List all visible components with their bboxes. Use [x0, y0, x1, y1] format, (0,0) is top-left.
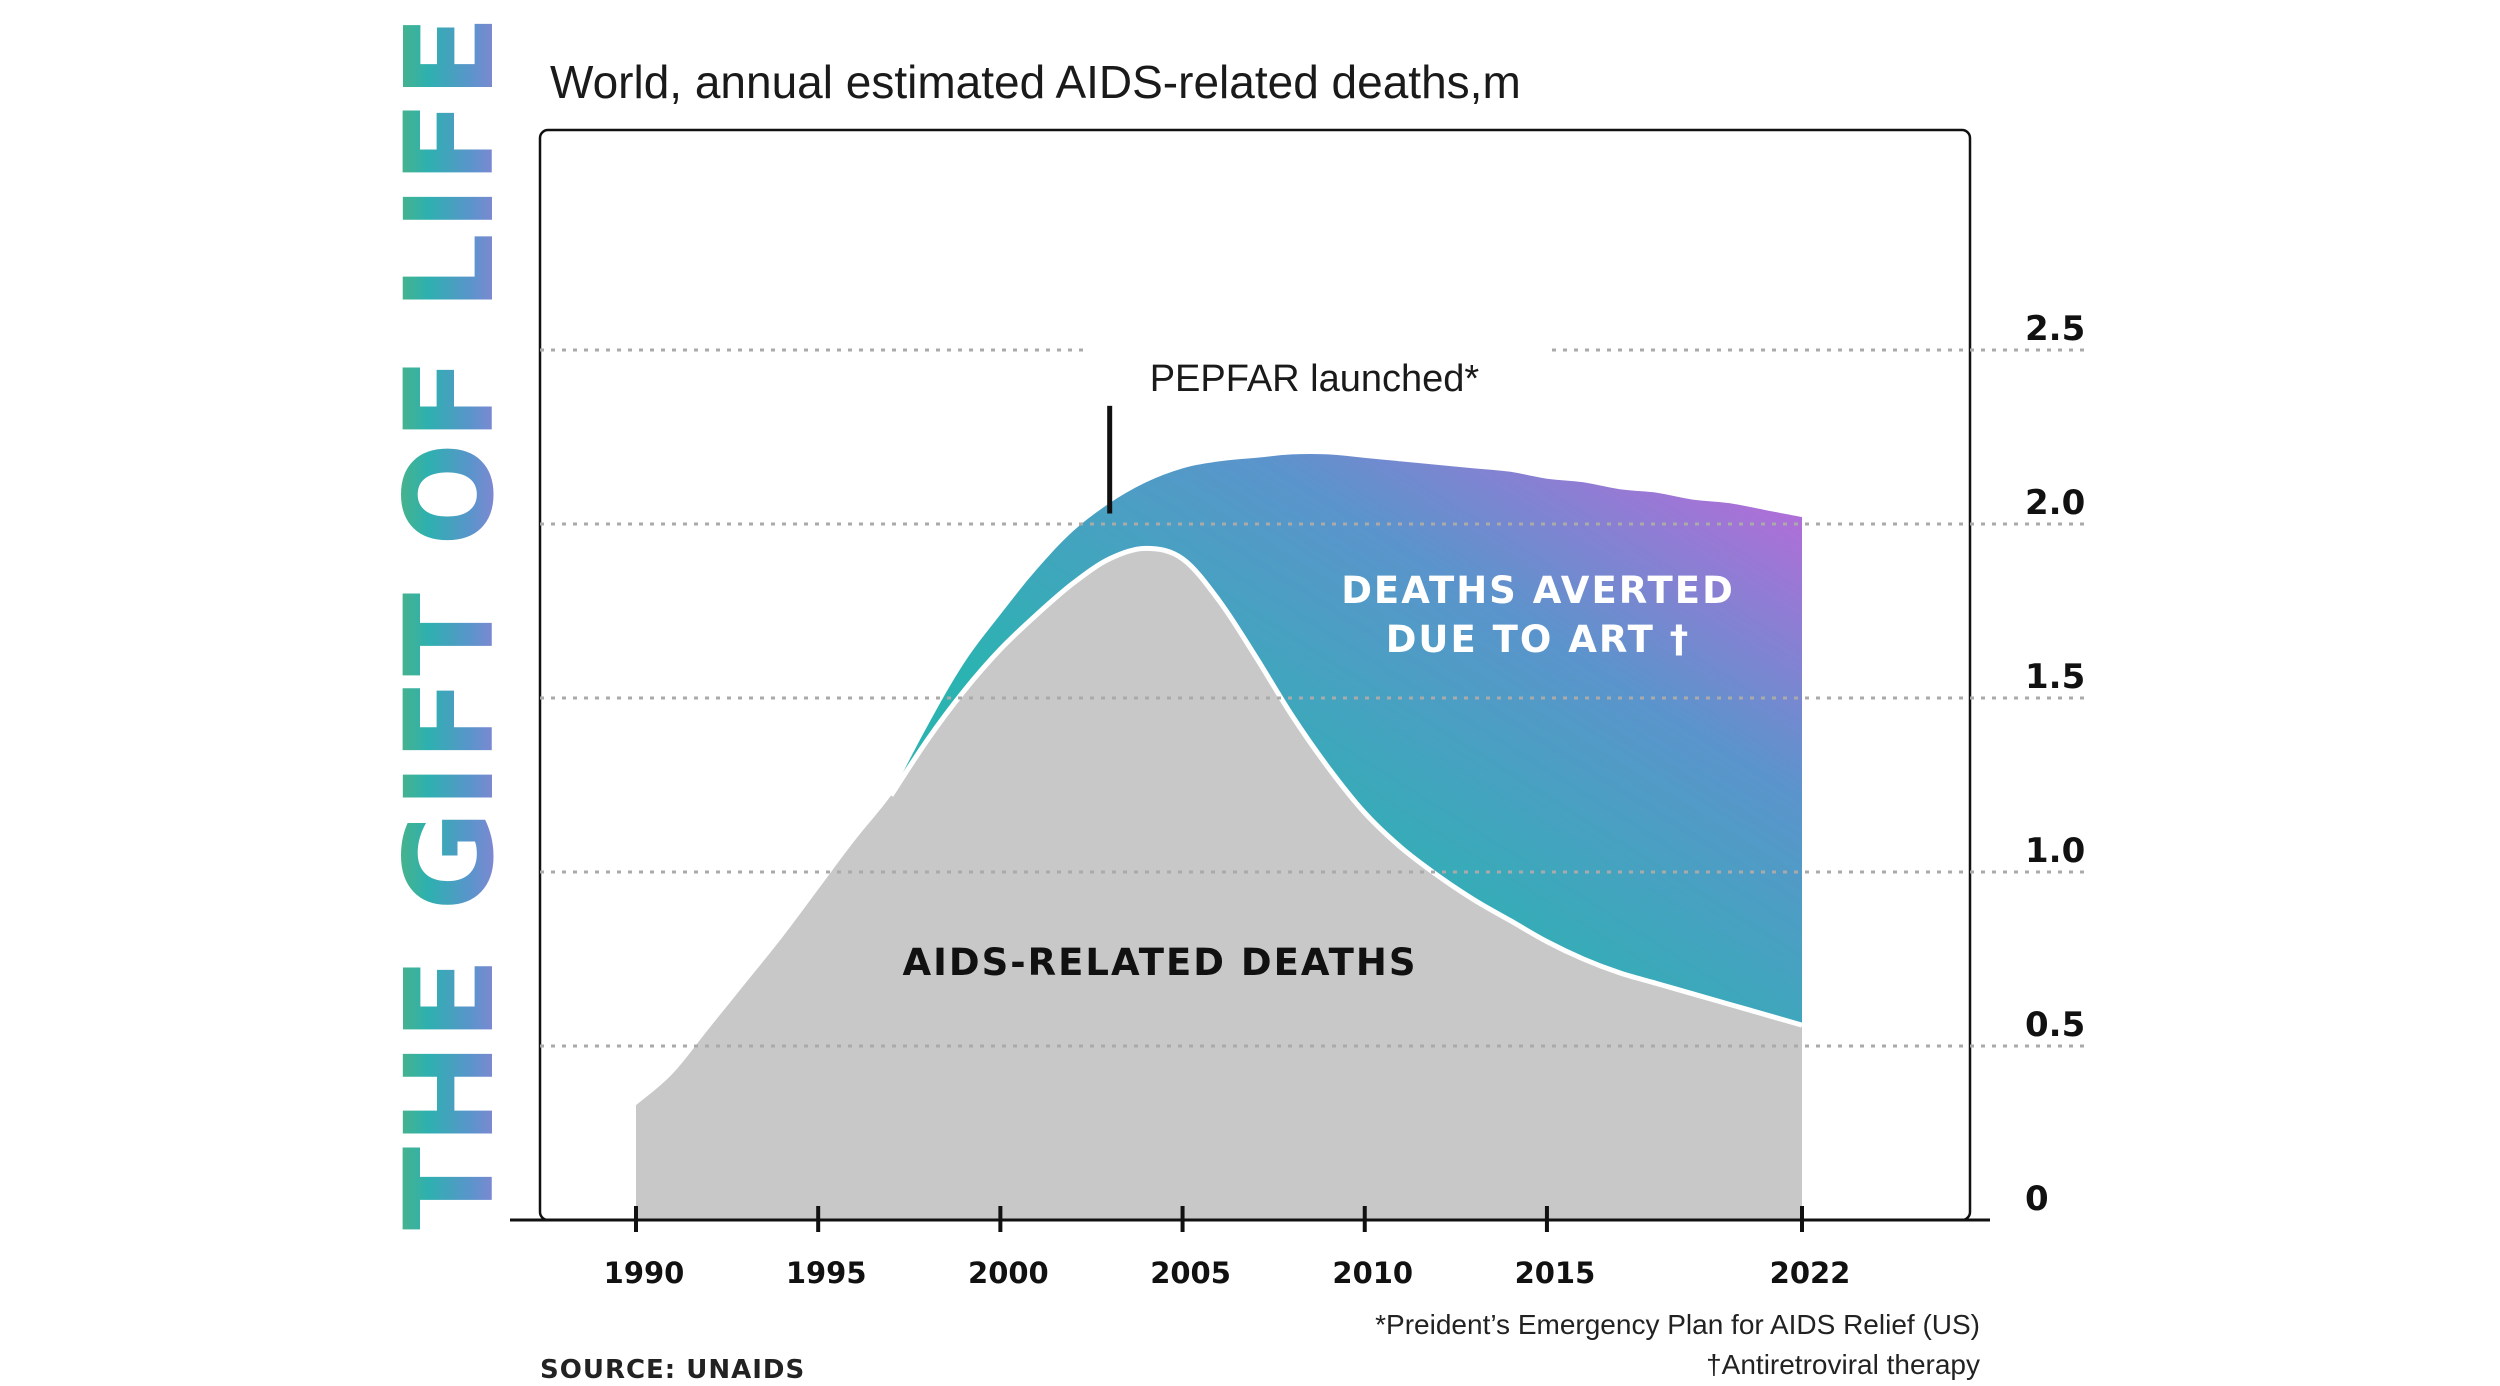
aids-deaths-area — [636, 548, 1802, 1220]
y-tick-label: 2.5 — [2025, 309, 2085, 349]
pepfar-label-background — [1087, 347, 1548, 406]
x-tick-label: 2022 — [1770, 1256, 1851, 1290]
chart-title: World, annual estimated AIDS-related dea… — [550, 56, 1521, 108]
y-tick-label: 1.5 — [2025, 657, 2085, 697]
brand-title: THE GIFT OF LIFE — [379, 13, 521, 1230]
x-tick-label: 1990 — [604, 1256, 685, 1290]
y-tick-label: 1.0 — [2025, 831, 2085, 871]
area-layers — [636, 453, 1803, 1220]
averted-area-label-line2: DUE TO ART † — [1386, 618, 1691, 661]
pepfar-annotation: PEPFAR launched* — [1087, 347, 1548, 514]
pepfar-label: PEPFAR launched* — [1150, 358, 1480, 400]
source-label: SOURCE: UNAIDS — [540, 1355, 805, 1385]
x-tick-label: 2015 — [1515, 1256, 1596, 1290]
y-tick-label: 0.5 — [2025, 1005, 2085, 1045]
y-tick-label: 2.0 — [2025, 483, 2085, 523]
averted-area-label-line1: DEATHS AVERTED — [1341, 569, 1735, 612]
x-tick-label: 2005 — [1150, 1256, 1231, 1290]
x-tick-label: 2010 — [1332, 1256, 1413, 1290]
deaths-boundary-line — [888, 545, 1803, 1028]
y-tick-labels: 0 0.5 1.0 1.5 2.0 2.5 — [2025, 309, 2085, 1219]
y-tick-label: 0 — [2025, 1179, 2049, 1219]
footnote-art: †Antiretroviral therapy — [1706, 1349, 1980, 1380]
deaths-averted-area — [891, 453, 1802, 1026]
x-tick-label: 2000 — [968, 1256, 1049, 1290]
x-tick-label: 1995 — [786, 1256, 867, 1290]
footnote-pepfar: *Preident’s Emergency Plan for AIDS Reli… — [1375, 1309, 1980, 1340]
deaths-area-label: AIDS-RELATED DEATHS — [903, 941, 1418, 984]
